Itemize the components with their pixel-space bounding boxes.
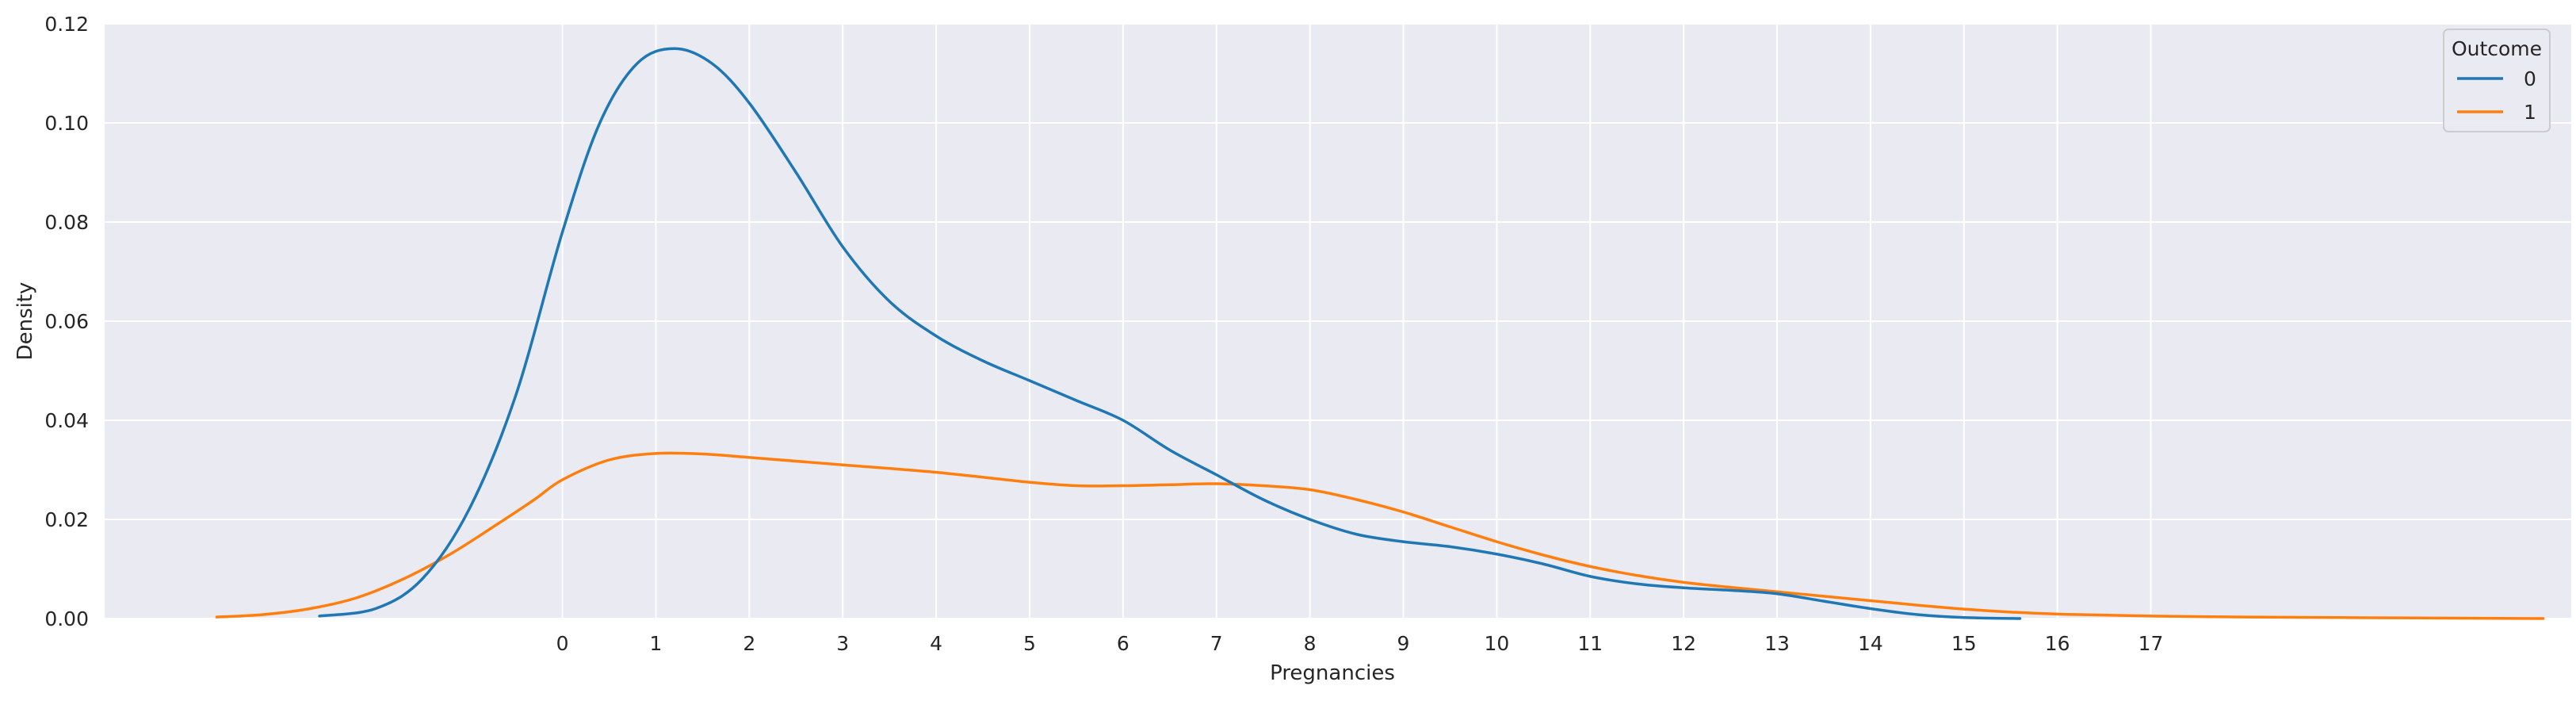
y-axis-ticks: 0.00 0.02 0.04 0.06 0.08 0.10 0.12 (44, 13, 89, 630)
x-tick-label: 7 (1210, 632, 1223, 655)
legend: Outcome 01 (2443, 29, 2551, 132)
y-tick-label: 0.00 (44, 607, 89, 630)
x-tick-label: 12 (1671, 632, 1696, 655)
series-line-outcome-1 (215, 451, 2545, 620)
legend-label-0: 0 (2524, 67, 2536, 90)
x-tick-label: 14 (1858, 632, 1883, 655)
x-tick-label: 6 (1117, 632, 1129, 655)
x-tick-label: 10 (1484, 632, 1509, 655)
x-tick-label: 3 (836, 632, 849, 655)
x-axis-ticks: 0 1 2 3 4 5 6 7 8 9 10 11 12 13 14 15 16 17 (556, 632, 2164, 655)
gridlines (105, 23, 2571, 619)
x-tick-label: 9 (1397, 632, 1410, 655)
x-tick-label: 16 (2045, 632, 2070, 655)
x-tick-label: 8 (1304, 632, 1317, 655)
legend-box (2443, 29, 2551, 132)
series-layer (215, 47, 2545, 620)
x-tick-label: 2 (743, 632, 755, 655)
y-tick-label: 0.06 (44, 310, 89, 333)
x-tick-label: 0 (556, 632, 569, 655)
x-tick-label: 11 (1577, 632, 1603, 655)
y-tick-label: 0.02 (44, 508, 89, 531)
y-axis-label: Density (13, 282, 37, 361)
x-tick-label: 4 (930, 632, 942, 655)
x-tick-label: 5 (1023, 632, 1036, 655)
y-tick-label: 0.04 (44, 409, 89, 432)
y-tick-label: 0.12 (44, 13, 89, 36)
y-tick-label: 0.08 (44, 211, 89, 234)
series-line-outcome-0 (318, 47, 2022, 620)
x-tick-label: 13 (1764, 632, 1790, 655)
x-tick-label: 17 (2138, 632, 2164, 655)
x-axis-label: Pregnancies (1270, 661, 1395, 685)
legend-title: Outcome (2452, 37, 2542, 60)
x-tick-label: 1 (650, 632, 663, 655)
x-tick-label: 15 (1951, 632, 1977, 655)
y-tick-label: 0.10 (44, 112, 89, 135)
legend-items: 01 (2457, 67, 2536, 124)
legend-label-1: 1 (2524, 101, 2536, 124)
